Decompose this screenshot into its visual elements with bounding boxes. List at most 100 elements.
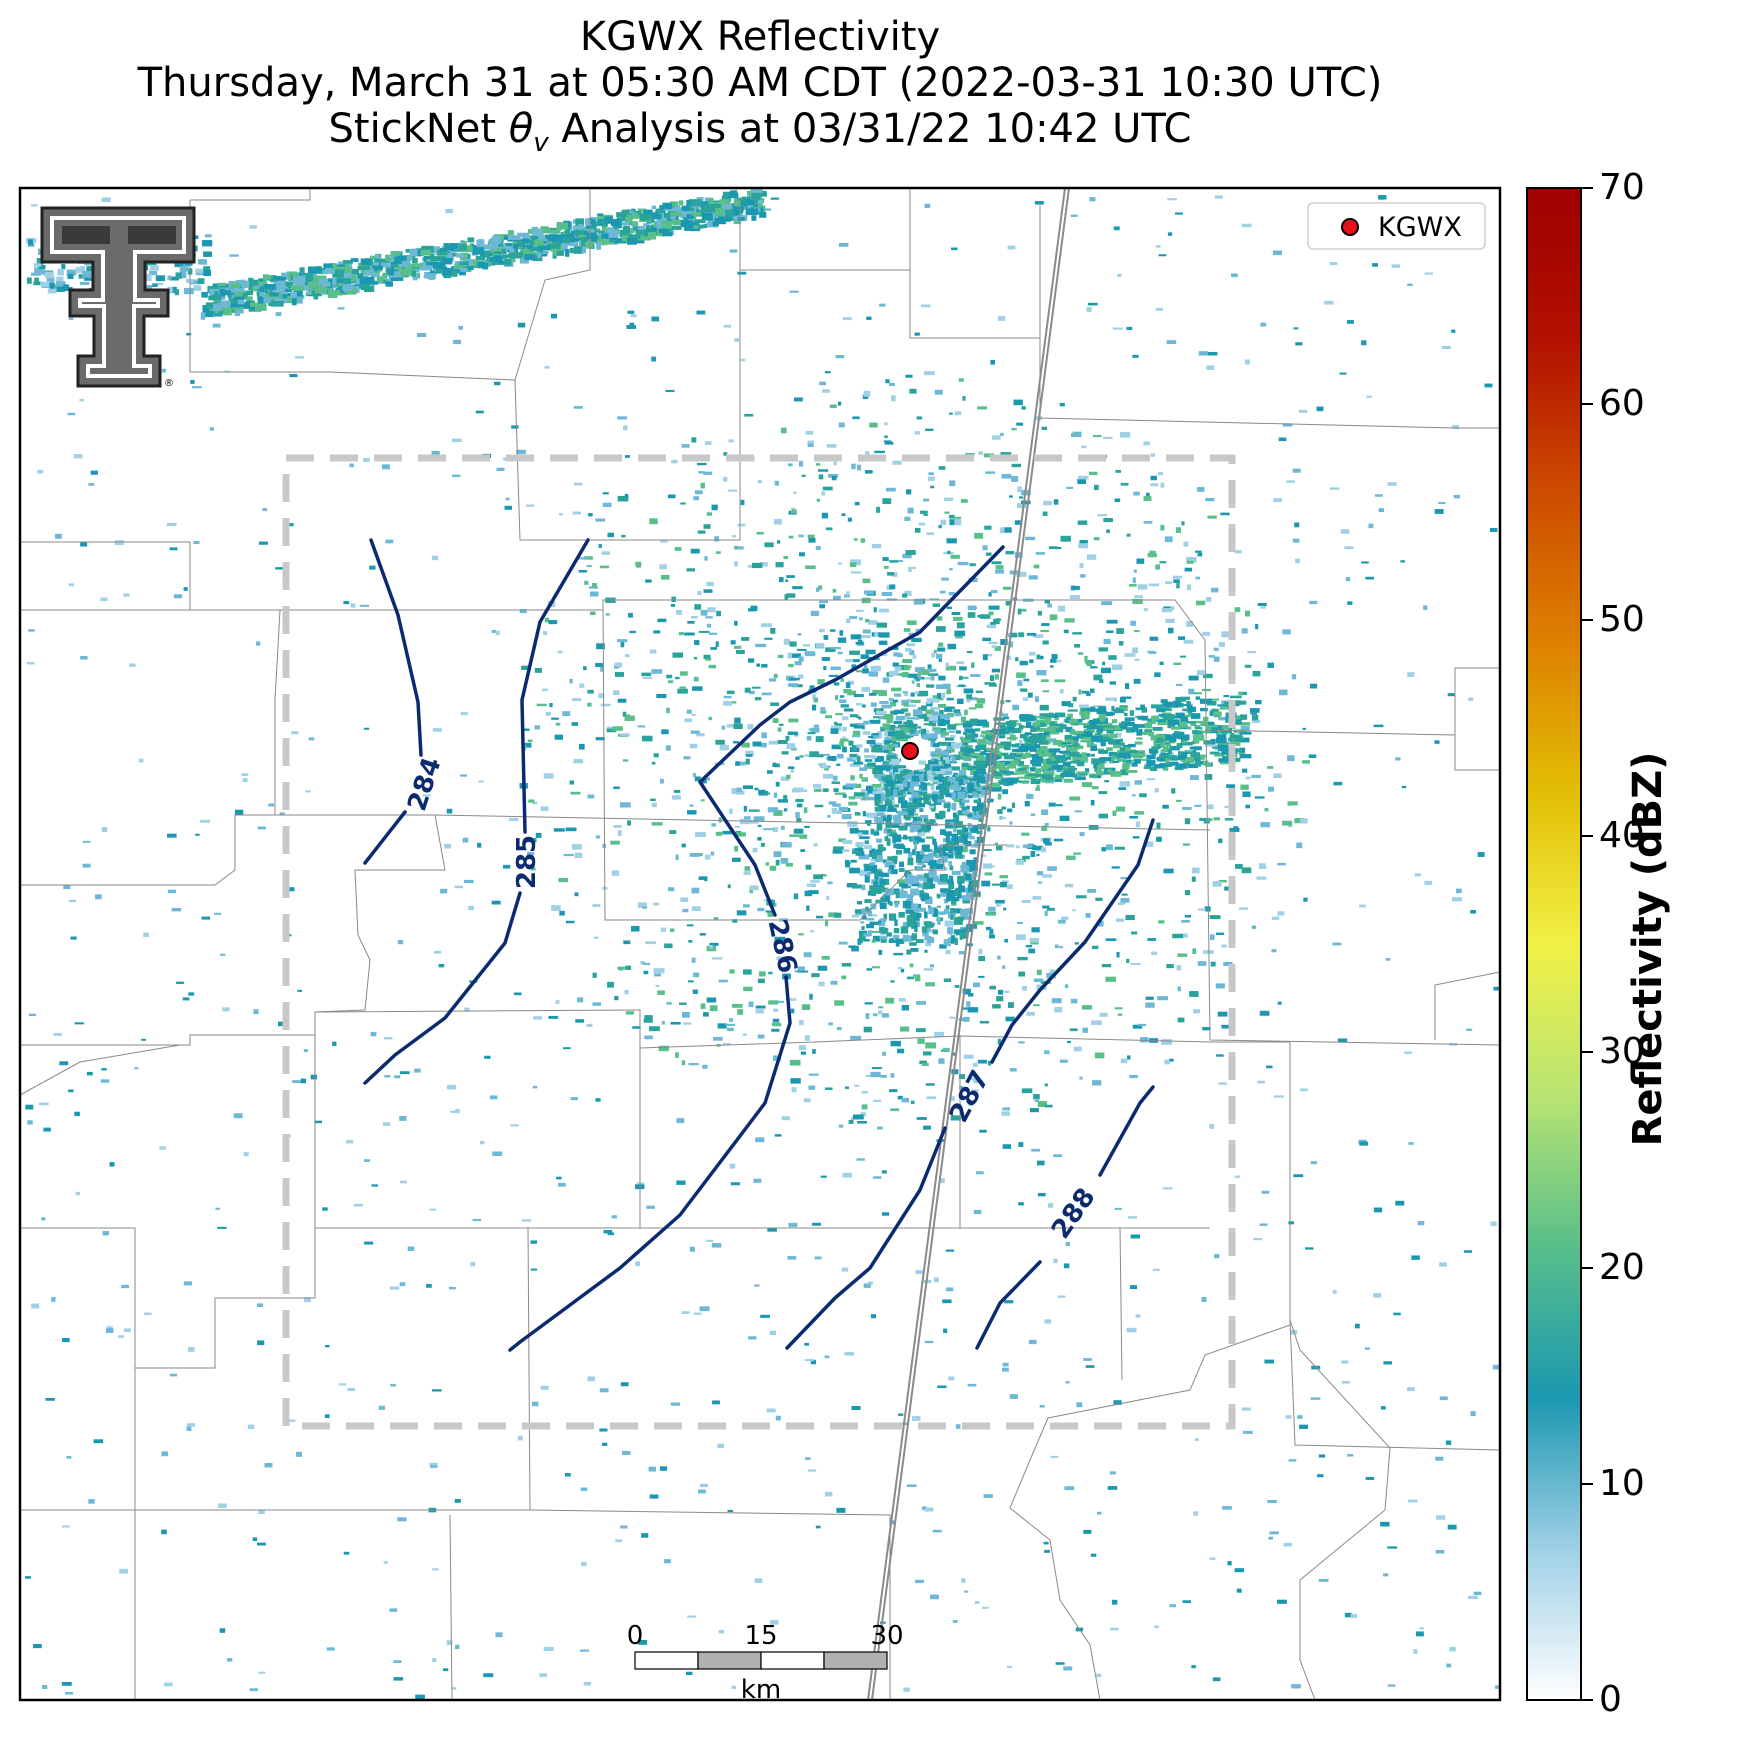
echo-pixel [833, 775, 838, 781]
echo-pixel [1201, 721, 1213, 725]
echo-pixel [1025, 739, 1032, 743]
echo-pixel [939, 850, 946, 857]
echo-pixel [1266, 1065, 1273, 1069]
echo-pixel [798, 933, 804, 936]
echo-pixel [857, 832, 863, 837]
echo-pixel [1019, 739, 1023, 745]
echo-pixel [942, 767, 952, 773]
echo-pixel [883, 750, 890, 753]
echo-pixel [703, 471, 713, 475]
echo-pixel [906, 781, 910, 788]
echo-pixel [809, 751, 820, 758]
echo-pixel [587, 794, 595, 799]
echo-pixel [814, 1256, 822, 1260]
echo-pixel [25, 1576, 31, 1579]
echo-pixel [614, 662, 622, 668]
echo-pixel [598, 693, 605, 699]
echo-pixel [1130, 620, 1136, 626]
echo-pixel [1079, 773, 1087, 776]
echo-pixel [651, 669, 663, 674]
echo-pixel [1373, 1293, 1382, 1298]
echo-pixel [847, 757, 856, 762]
echo-pixel [972, 806, 978, 811]
echo-pixel [913, 775, 920, 781]
echo-pixel [906, 620, 917, 625]
echo-pixel [925, 927, 931, 933]
echo-pixel [1079, 711, 1091, 716]
echo-pixel [824, 1087, 833, 1091]
echo-pixel [822, 389, 830, 393]
echo-pixel [574, 852, 583, 859]
echo-pixel [972, 815, 984, 821]
echo-pixel [1435, 1549, 1445, 1554]
echo-pixel [279, 288, 293, 292]
echo-pixel [977, 798, 982, 803]
echo-pixel [874, 855, 883, 863]
echo-pixel [1166, 964, 1174, 969]
echo-pixel [784, 594, 789, 600]
echo-pixel [68, 583, 75, 587]
echo-pixel [1383, 1361, 1392, 1365]
echo-pixel [1021, 986, 1027, 991]
echo-pixel [1359, 1141, 1369, 1146]
echo-pixel [862, 578, 871, 584]
echo-pixel [879, 303, 886, 307]
echo-pixel [881, 1013, 889, 1018]
echo-pixel [831, 475, 837, 481]
echo-pixel [892, 460, 902, 465]
echo-pixel [277, 291, 283, 299]
echo-pixel [917, 907, 927, 912]
echo-pixel [950, 914, 954, 920]
echo-pixel [889, 1089, 898, 1093]
echo-pixel [953, 754, 960, 759]
echo-pixel [475, 410, 484, 414]
echo-pixel [464, 879, 474, 884]
echo-pixel [1132, 1024, 1143, 1029]
echo-pixel [940, 1049, 950, 1052]
echo-pixel [705, 658, 712, 661]
echo-pixel [879, 701, 889, 704]
echo-pixel [1120, 897, 1130, 903]
echo-pixel [1154, 1625, 1159, 1629]
echo-pixel [1106, 729, 1114, 734]
echo-pixel [850, 723, 859, 727]
echo-pixel [776, 956, 785, 961]
echo-pixel [896, 730, 906, 737]
echo-pixel [1119, 725, 1128, 728]
echo-pixel [902, 934, 909, 942]
echo-pixel [434, 950, 442, 954]
echo-pixel [761, 692, 772, 696]
echo-pixel [783, 808, 788, 812]
map-panel: 284 285 286 287 288 0 15 30 km ® KGWX [20, 188, 1500, 1700]
echo-pixel [876, 822, 883, 831]
echo-pixel [599, 1388, 609, 1393]
echo-pixel [1159, 734, 1166, 740]
echo-pixel [911, 820, 921, 825]
echo-pixel [82, 863, 91, 868]
echo-pixel [1097, 920, 1104, 927]
echo-pixel [472, 1218, 482, 1222]
echo-pixel [1054, 679, 1066, 683]
echo-pixel [1144, 729, 1152, 734]
echo-pixel [1277, 911, 1285, 916]
echo-pixel [1294, 522, 1300, 528]
echo-pixel [1180, 696, 1190, 700]
echo-pixel [1096, 771, 1104, 776]
echo-pixel [446, 808, 453, 814]
echo-pixel [619, 733, 630, 736]
echo-pixel [1127, 759, 1139, 762]
echo-pixel [830, 728, 839, 734]
echo-pixel [623, 425, 628, 431]
echo-pixel [502, 864, 511, 869]
echo-pixel [932, 1529, 942, 1533]
echo-pixel [664, 943, 673, 949]
echo-pixel [1070, 729, 1075, 735]
echo-pixel [1373, 1207, 1383, 1213]
echo-pixel [873, 881, 878, 889]
echo-pixel [909, 650, 915, 656]
echo-pixel [701, 778, 707, 784]
echo-pixel [685, 1671, 693, 1676]
echo-pixel [1080, 715, 1090, 720]
echo-pixel [808, 440, 815, 444]
echo-pixel [904, 774, 912, 780]
